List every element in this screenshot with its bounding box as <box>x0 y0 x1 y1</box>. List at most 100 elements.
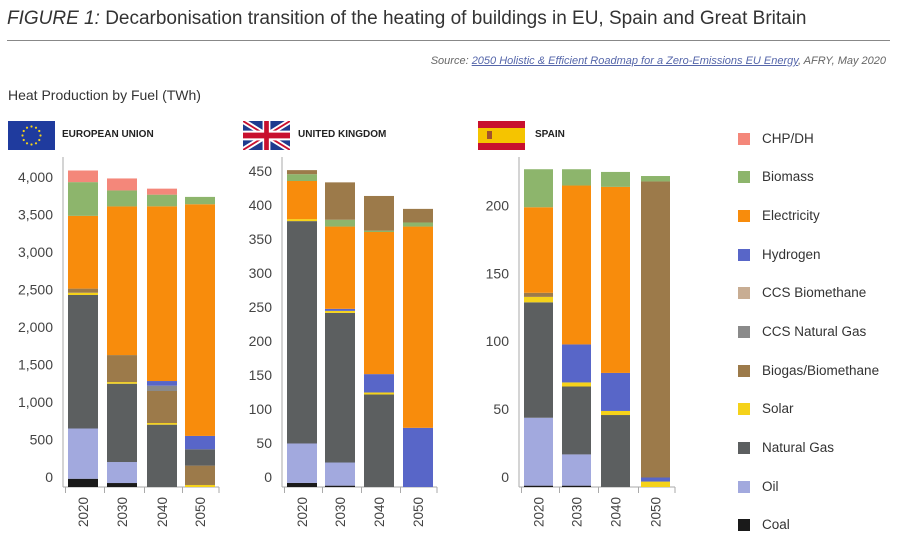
bar-segment-hydrogen-2050 <box>403 427 433 487</box>
bar-segment-solar-2040 <box>147 423 177 425</box>
eu-star-icon <box>39 134 42 137</box>
legend-item: Coal <box>738 517 790 532</box>
bar-segment-electricity-2040 <box>364 232 394 375</box>
bar-segment-biomass-2020 <box>524 169 553 208</box>
x-tick-label: 2040 <box>372 497 387 527</box>
legend-swatch <box>738 402 750 415</box>
chart-title-spain: SPAIN <box>535 129 565 140</box>
bar-segment-oil-2030 <box>325 462 355 486</box>
bar-segment-biomass-2020 <box>68 182 98 216</box>
bar-segment-coal-2030 <box>562 485 591 487</box>
chart-title-uk: UNITED KINGDOM <box>298 129 387 140</box>
bar-segment-solar-2020 <box>287 219 317 222</box>
bar-segment-chp-dh-2020 <box>68 170 98 183</box>
bar-segment-coal-2020 <box>287 482 317 487</box>
eu-star-icon <box>22 138 25 142</box>
bar-segment-biogas-biomethane-2030 <box>107 355 137 383</box>
bar-segment-ccs-natural-gas-2040 <box>147 385 177 391</box>
x-tick-label: 2030 <box>570 497 585 527</box>
bar-segment-biomass-2050 <box>403 222 433 227</box>
bar-segment-electricity-2040 <box>601 186 630 373</box>
legend-swatch <box>738 132 750 145</box>
legend-item: Biomass <box>738 169 814 184</box>
bar-segment-biomass-2040 <box>147 194 177 207</box>
legend-swatch <box>738 364 750 377</box>
legend-label: CCS Biomethane <box>762 285 867 300</box>
eu-star-icon <box>22 129 25 133</box>
y-tick-label: 3,000 <box>18 244 53 260</box>
bar-segment-solar-2030 <box>107 382 137 384</box>
bar-segment-hydrogen-2030 <box>325 308 355 311</box>
y-tick-label: 200 <box>486 197 510 213</box>
bar-segment-electricity-2020 <box>524 207 553 293</box>
y-tick-label: 0 <box>501 469 509 485</box>
x-tick-label: 2020 <box>76 497 91 527</box>
bar-segment-biogas-biomethane-2030 <box>325 182 355 220</box>
figure-title-text: Decarbonisation transition of the heatin… <box>105 8 807 29</box>
bar-segment-biogas-biomethane-2050 <box>641 181 670 478</box>
legend-label: CCS Natural Gas <box>762 324 867 339</box>
bar-segment-oil-2030 <box>107 462 137 484</box>
y-tick-label: 2,000 <box>18 319 53 335</box>
bar-segment-solar-2030 <box>562 382 591 387</box>
legend-label: Solar <box>762 401 794 416</box>
bar-segment-electricity-2030 <box>562 185 591 345</box>
y-tick-label: 150 <box>249 367 273 383</box>
bar-segment-biogas-biomethane-2020 <box>68 288 98 293</box>
bar-segment-natural-gas-2020 <box>68 295 98 429</box>
x-tick-label: 2050 <box>649 497 664 527</box>
legend-label: Coal <box>762 517 790 532</box>
bar-segment-electricity-2030 <box>325 226 355 309</box>
bar-segment-natural-gas-2030 <box>325 312 355 463</box>
bar-segment-electricity-2020 <box>68 215 98 289</box>
bar-segment-natural-gas-2040 <box>364 394 394 487</box>
bar-segment-natural-gas-2050 <box>185 449 215 466</box>
bar-segment-solar-2040 <box>364 392 394 395</box>
bar-segment-hydrogen-2040 <box>364 374 394 393</box>
bar-segment-biomass-2040 <box>364 230 394 232</box>
bar-segment-biomass-2030 <box>107 190 137 207</box>
y-tick-label: 50 <box>256 435 272 451</box>
bar-segment-natural-gas-2020 <box>287 221 317 444</box>
legend-swatch <box>738 170 750 183</box>
y-tick-label: 200 <box>249 333 273 349</box>
y-tick-label: 500 <box>30 432 54 448</box>
x-tick-label: 2040 <box>155 497 170 527</box>
bar-segment-natural-gas-2030 <box>107 383 137 463</box>
bar-segment-biogas-biomethane-2050 <box>185 465 215 485</box>
x-tick-label: 2020 <box>295 497 310 527</box>
source-link[interactable]: 2050 Holistic & Efficient Roadmap for a … <box>471 55 798 67</box>
eu-star-icon <box>38 138 41 142</box>
source-suffix: , AFRY, May 2020 <box>797 55 886 67</box>
y-tick-label: 1,500 <box>18 357 53 373</box>
legend-swatch <box>738 209 750 222</box>
bar-segment-electricity-2050 <box>403 226 433 428</box>
y-tick-label: 50 <box>493 401 509 417</box>
bar-segment-hydrogen-2050 <box>185 435 215 450</box>
bar-segment-biomass-2020 <box>287 174 317 181</box>
bar-segment-biogas-biomethane-2040 <box>147 391 177 424</box>
bar-segment-biogas-biomethane-2020 <box>287 170 317 175</box>
x-tick-label: 2050 <box>193 497 208 527</box>
y-tick-label: 4,000 <box>18 169 53 185</box>
y-tick-label: 0 <box>45 469 53 485</box>
legend-swatch <box>738 248 750 261</box>
bar-segment-hydrogen-2040 <box>147 381 177 386</box>
legend-label: Oil <box>762 479 779 494</box>
bar-segment-solar-2020 <box>68 292 98 295</box>
y-tick-label: 300 <box>249 265 273 281</box>
bar-segment-biogas-biomethane-2040 <box>364 195 394 231</box>
source-prefix: Source: <box>430 55 472 67</box>
legend-item: Solar <box>738 401 794 416</box>
legend-item: Biogas/Biomethane <box>738 363 879 378</box>
spain-flag-icon <box>478 121 525 150</box>
bar-segment-coal-2020 <box>524 485 553 487</box>
bar-segment-electricity-2020 <box>287 181 317 220</box>
bar-segment-natural-gas-2030 <box>562 386 591 455</box>
y-tick-label: 350 <box>249 231 273 247</box>
y-tick-label: 1,000 <box>18 394 53 410</box>
x-tick-label: 2040 <box>609 497 624 527</box>
y-tick-label: 450 <box>249 163 273 179</box>
